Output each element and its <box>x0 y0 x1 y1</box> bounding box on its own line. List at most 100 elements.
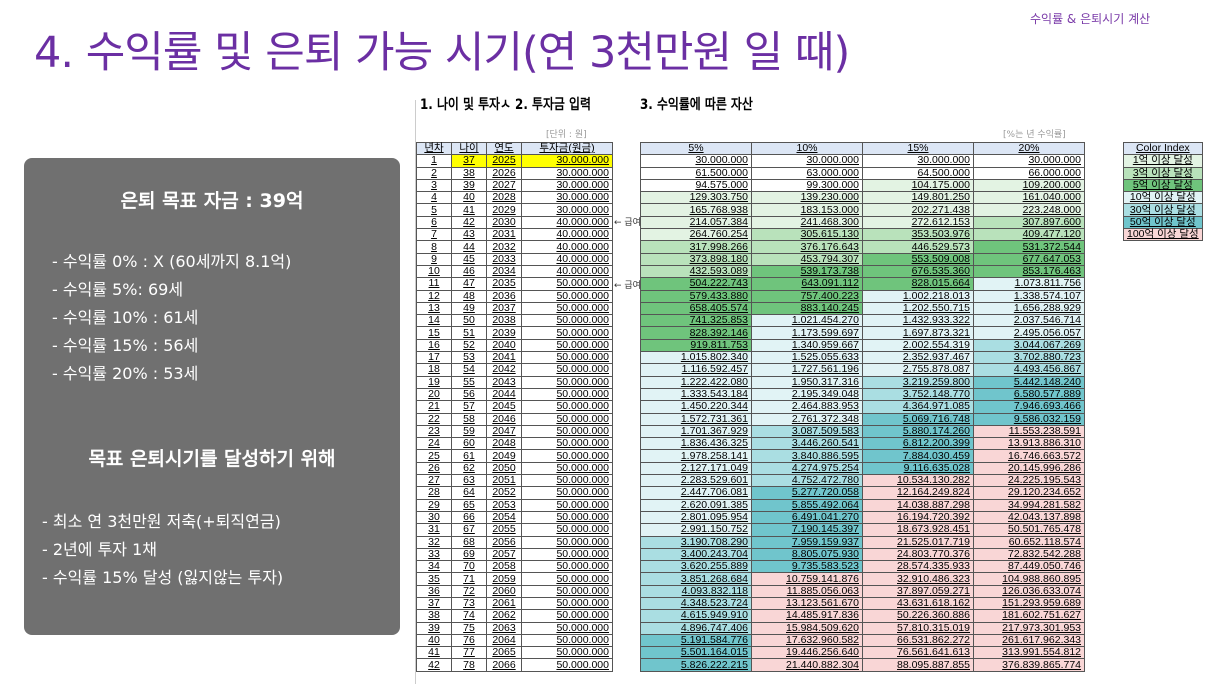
investment-cell[interactable]: 50.000.000 <box>521 375 613 389</box>
asset-15-cell[interactable]: 5.069.716.748 <box>862 412 974 426</box>
asset-15-cell[interactable]: 9.116.635.028 <box>862 461 974 476</box>
asset-5-cell[interactable]: 317.998.266 <box>640 240 752 254</box>
year-index-cell[interactable]: 9 <box>416 252 452 266</box>
asset-5-cell[interactable]: 1.701.367.929 <box>640 424 752 439</box>
asset-20-cell[interactable]: 30.000.000 <box>973 154 1085 168</box>
year-index-cell[interactable]: 15 <box>416 326 452 340</box>
investment-cell[interactable]: 50.000.000 <box>521 351 613 365</box>
year-index-cell[interactable]: 8 <box>416 240 452 254</box>
age-cell[interactable]: 45 <box>451 252 487 266</box>
asset-20-cell[interactable]: 376.839.865.774 <box>973 658 1085 672</box>
age-cell[interactable]: 49 <box>451 301 487 316</box>
age-cell[interactable]: 43 <box>451 228 487 242</box>
year-cell[interactable]: 2028 <box>486 191 522 205</box>
asset-20-cell[interactable]: 3.702.880.723 <box>973 351 1085 365</box>
age-cell[interactable]: 48 <box>451 289 487 303</box>
age-cell[interactable]: 39 <box>451 178 487 193</box>
asset-5-cell[interactable]: 5.501.164.015 <box>640 646 752 660</box>
year-index-cell[interactable]: 1 <box>416 154 452 168</box>
asset-20-cell[interactable]: 34.994.281.582 <box>973 498 1085 512</box>
investment-cell[interactable]: 50.000.000 <box>521 424 613 439</box>
investment-cell[interactable]: 30.000.000 <box>521 166 613 180</box>
asset-15-cell[interactable]: 10.534.130.282 <box>862 474 974 488</box>
asset-20-cell[interactable]: 223.248.000 <box>973 203 1085 217</box>
asset-15-cell[interactable]: 828.015.664 <box>862 277 974 291</box>
asset-20-cell[interactable]: 5.442.148.240 <box>973 375 1085 389</box>
investment-cell[interactable]: 50.000.000 <box>521 596 613 611</box>
investment-cell[interactable]: 40.000.000 <box>521 264 613 279</box>
investment-cell[interactable]: 50.000.000 <box>521 326 613 340</box>
asset-5-cell[interactable]: 3.190.708.290 <box>640 535 752 549</box>
asset-5-cell[interactable]: 828.392.146 <box>640 326 752 340</box>
year-cell[interactable]: 2029 <box>486 203 522 217</box>
age-cell[interactable]: 42 <box>451 215 487 230</box>
asset-15-cell[interactable]: 1.002.218.013 <box>862 289 974 303</box>
investment-cell[interactable]: 50.000.000 <box>521 621 613 635</box>
year-cell[interactable]: 2041 <box>486 351 522 365</box>
investment-cell[interactable]: 50.000.000 <box>521 646 613 660</box>
asset-10-cell[interactable]: 2.195.349.048 <box>751 387 863 402</box>
asset-10-cell[interactable]: 6.491.041.270 <box>751 510 863 525</box>
age-cell[interactable]: 55 <box>451 375 487 389</box>
age-cell[interactable]: 70 <box>451 560 487 574</box>
age-cell[interactable]: 76 <box>451 633 487 648</box>
asset-10-cell[interactable]: 30.000.000 <box>751 154 863 168</box>
asset-15-cell[interactable]: 553.509.008 <box>862 252 974 266</box>
year-index-cell[interactable]: 12 <box>416 289 452 303</box>
investment-cell[interactable]: 50.000.000 <box>521 584 613 598</box>
asset-20-cell[interactable]: 11.553.238.591 <box>973 424 1085 439</box>
asset-5-cell[interactable]: 94.575.000 <box>640 178 752 193</box>
asset-10-cell[interactable]: 2.761.372.348 <box>751 412 863 426</box>
year-cell[interactable]: 2044 <box>486 387 522 402</box>
asset-5-cell[interactable]: 214.057.384 <box>640 215 752 230</box>
year-cell[interactable]: 2035 <box>486 277 522 291</box>
investment-cell[interactable]: 30.000.000 <box>521 178 613 193</box>
investment-cell[interactable]: 40.000.000 <box>521 228 613 242</box>
asset-15-cell[interactable]: 2.002.554.319 <box>862 338 974 353</box>
asset-5-cell[interactable]: 1.222.422.080 <box>640 375 752 389</box>
asset-5-cell[interactable]: 61.500.000 <box>640 166 752 180</box>
asset-15-cell[interactable]: 104.175.000 <box>862 178 974 193</box>
year-cell[interactable]: 2046 <box>486 412 522 426</box>
asset-10-cell[interactable]: 11.885.056.063 <box>751 584 863 598</box>
asset-10-cell[interactable]: 14.485.917.836 <box>751 609 863 623</box>
year-index-cell[interactable]: 40 <box>416 633 452 648</box>
asset-15-cell[interactable]: 30.000.000 <box>862 154 974 168</box>
asset-5-cell[interactable]: 2.283.529.601 <box>640 474 752 488</box>
asset-10-cell[interactable]: 241.468.300 <box>751 215 863 230</box>
asset-10-cell[interactable]: 1.340.959.667 <box>751 338 863 353</box>
asset-15-cell[interactable]: 14.038.887.298 <box>862 498 974 512</box>
asset-5-cell[interactable]: 373.898.180 <box>640 252 752 266</box>
age-cell[interactable]: 72 <box>451 584 487 598</box>
year-index-cell[interactable]: 19 <box>416 375 452 389</box>
age-cell[interactable]: 40 <box>451 191 487 205</box>
year-cell[interactable]: 2055 <box>486 523 522 537</box>
asset-15-cell[interactable]: 1.432.933.322 <box>862 314 974 328</box>
age-cell[interactable]: 60 <box>451 437 487 451</box>
asset-15-cell[interactable]: 3.219.259.800 <box>862 375 974 389</box>
asset-20-cell[interactable]: 29.120.234.652 <box>973 486 1085 500</box>
year-index-cell[interactable]: 11 <box>416 277 452 291</box>
investment-cell[interactable]: 30.000.000 <box>521 191 613 205</box>
year-cell[interactable]: 2031 <box>486 228 522 242</box>
age-cell[interactable]: 44 <box>451 240 487 254</box>
year-cell[interactable]: 2034 <box>486 264 522 279</box>
age-cell[interactable]: 69 <box>451 547 487 562</box>
asset-5-cell[interactable]: 1.978.258.141 <box>640 449 752 463</box>
asset-20-cell[interactable]: 853.176.463 <box>973 264 1085 279</box>
investment-cell[interactable]: 50.000.000 <box>521 474 613 488</box>
year-cell[interactable]: 2051 <box>486 474 522 488</box>
asset-10-cell[interactable]: 19.446.256.640 <box>751 646 863 660</box>
asset-10-cell[interactable]: 99.300.000 <box>751 178 863 193</box>
asset-5-cell[interactable]: 4.348.523.724 <box>640 596 752 611</box>
year-index-cell[interactable]: 14 <box>416 314 452 328</box>
asset-15-cell[interactable]: 6.812.200.399 <box>862 437 974 451</box>
asset-20-cell[interactable]: 313.991.554.812 <box>973 646 1085 660</box>
year-index-cell[interactable]: 33 <box>416 547 452 562</box>
year-cell[interactable]: 2066 <box>486 658 522 672</box>
year-cell[interactable]: 2049 <box>486 449 522 463</box>
investment-cell[interactable]: 50.000.000 <box>521 658 613 672</box>
age-cell[interactable]: 61 <box>451 449 487 463</box>
asset-20-cell[interactable]: 7.946.693.466 <box>973 400 1085 414</box>
asset-20-cell[interactable]: 161.040.000 <box>973 191 1085 205</box>
